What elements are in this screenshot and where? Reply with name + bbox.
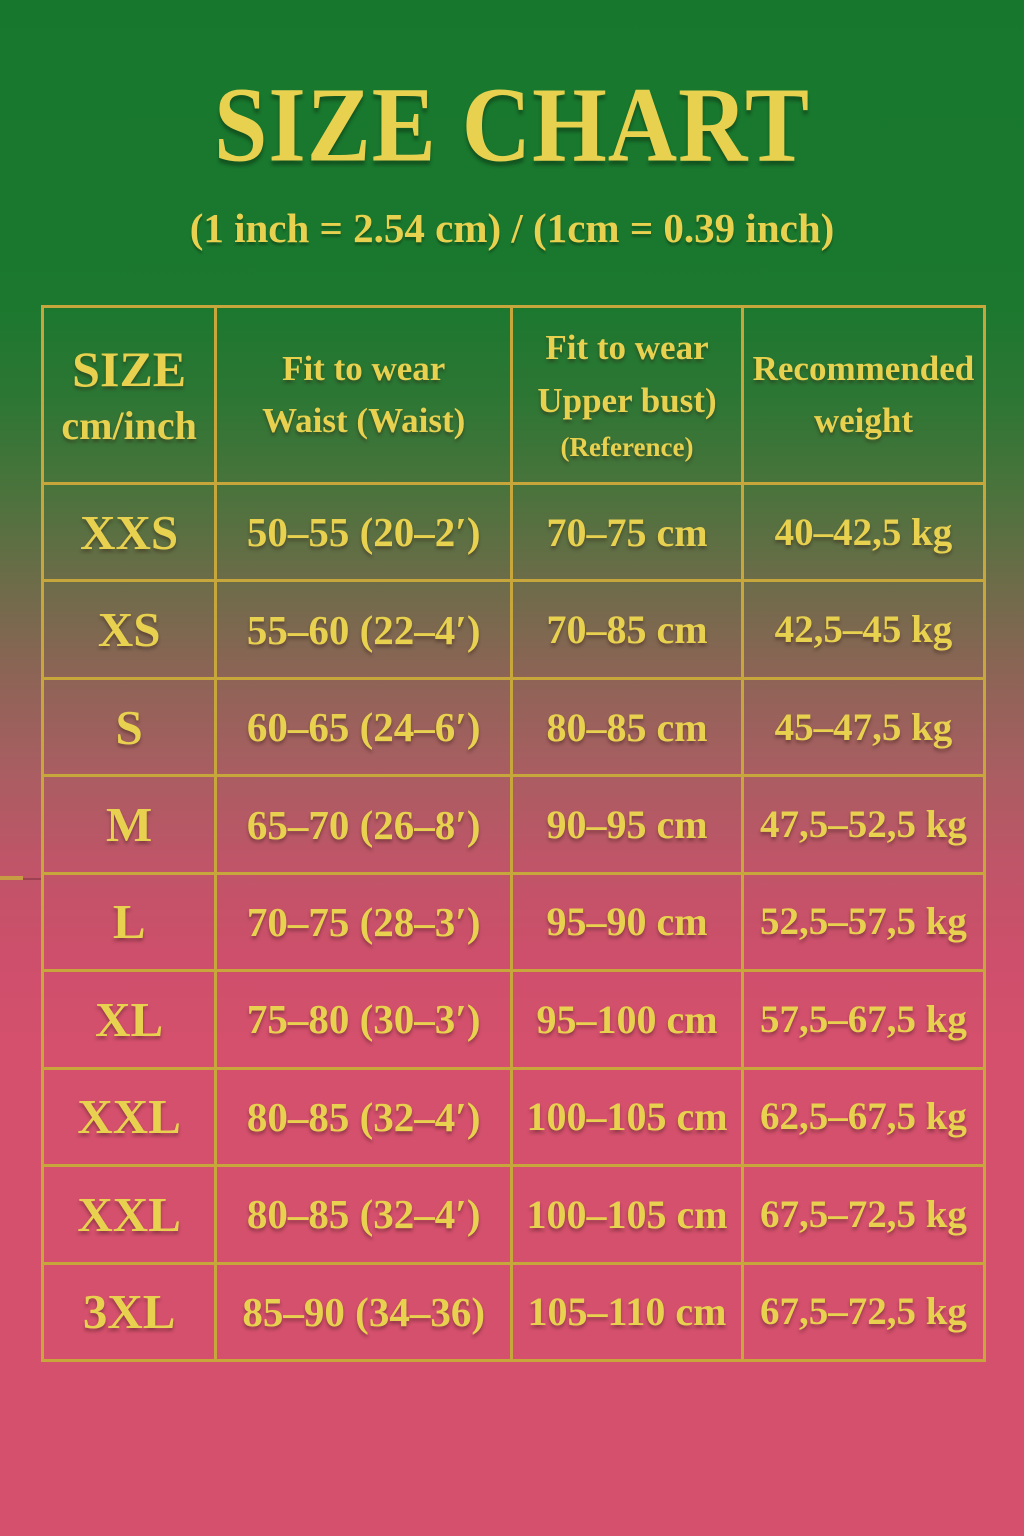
size-row-xxl-1: XXL 80–85 (32–4′) 100–105 cm 62,5–67,5 k… xyxy=(40,1066,987,1168)
header-bust-reference: (Reference) xyxy=(560,432,694,463)
weight-value: 57,5–67,5 kg xyxy=(740,969,987,1070)
waist-value: 75–80 (30–3′) xyxy=(214,969,514,1070)
weight-value: 52,5–57,5 kg xyxy=(740,871,987,973)
weight-value: 62,5–67,5 kg xyxy=(740,1066,987,1168)
weight-value: 42,5–45 kg xyxy=(740,579,987,680)
waist-value: 55–60 (22–4′) xyxy=(214,579,514,680)
waist-value: 80–85 (32–4′) xyxy=(214,1164,514,1265)
waist-value: 85–90 (34–36) xyxy=(214,1261,514,1362)
header-bust-line1: Fit to wear xyxy=(545,328,709,368)
header-size-label: SIZE xyxy=(72,340,187,397)
bust-value: 105–110 cm xyxy=(510,1261,744,1362)
size-label: XL xyxy=(40,969,218,1070)
weight-value: 67,5–72,5 kg xyxy=(740,1164,987,1265)
size-label: XXL xyxy=(40,1066,218,1168)
size-label: XXL xyxy=(40,1164,218,1265)
bust-value: 95–90 cm xyxy=(510,871,744,973)
size-label: XXS xyxy=(40,481,218,583)
bust-value: 90–95 cm xyxy=(510,774,744,875)
header-row: SIZE cm/inch Fit to wear Waist (Waist) F… xyxy=(40,305,987,485)
size-label: S xyxy=(40,676,218,778)
size-row-l: L 70–75 (28–3′) 95–90 cm 52,5–57,5 kg xyxy=(40,871,987,973)
size-row-m: M 65–70 (26–8′) 90–95 cm 47,5–52,5 kg xyxy=(40,774,987,875)
size-row-xs: XS 55–60 (22–4′) 70–85 cm 42,5–45 kg xyxy=(40,579,987,680)
conversion-note: (1 inch = 2.54 cm) / (1cm = 0.39 inch) xyxy=(189,205,835,251)
header-waist-line2: Waist (Waist) xyxy=(262,401,466,440)
seam-line xyxy=(0,876,23,880)
header-weight-line1: Recommended xyxy=(752,348,975,388)
size-label: XS xyxy=(40,579,218,680)
waist-value: 65–70 (26–8′) xyxy=(214,774,514,875)
waist-value: 80–85 (32–4′) xyxy=(214,1066,514,1168)
bust-value: 95–100 cm xyxy=(510,969,744,1070)
size-row-xl: XL 75–80 (30–3′) 95–100 cm 57,5–67,5 kg xyxy=(40,969,987,1070)
header-waist-line1: Fit to wear xyxy=(282,348,446,388)
header-weight-column: Recommended weight xyxy=(740,305,987,485)
weight-value: 47,5–52,5 kg xyxy=(740,774,987,875)
header-size-column: SIZE cm/inch xyxy=(40,305,218,485)
weight-value: 45–47,5 kg xyxy=(740,676,987,778)
page-title: SIZE CHART xyxy=(213,64,811,185)
header-bust-line2: Upper bust) xyxy=(537,380,717,420)
weight-value: 67,5–72,5 kg xyxy=(740,1261,987,1362)
size-label: 3XL xyxy=(40,1261,218,1362)
size-table: SIZE cm/inch Fit to wear Waist (Waist) F… xyxy=(40,305,987,1362)
header-size-unit: cm/inch xyxy=(61,403,197,449)
size-row-xxs: XXS 50–55 (20–2′) 70–75 cm 40–42,5 kg xyxy=(40,481,987,583)
waist-value: 70–75 (28–3′) xyxy=(214,871,514,973)
size-label: L xyxy=(40,871,218,973)
bust-value: 70–75 cm xyxy=(510,481,744,583)
bust-value: 100–105 cm xyxy=(510,1066,744,1168)
header-waist-column: Fit to wear Waist (Waist) xyxy=(214,305,514,485)
weight-value: 40–42,5 kg xyxy=(740,481,987,583)
bust-value: 80–85 cm xyxy=(510,676,744,778)
size-row-s: S 60–65 (24–6′) 80–85 cm 45–47,5 kg xyxy=(40,676,987,778)
bust-value: 70–85 cm xyxy=(510,579,744,680)
waist-value: 50–55 (20–2′) xyxy=(214,481,514,583)
header-weight-line2: weight xyxy=(813,401,914,440)
seam-line-faint xyxy=(23,878,41,880)
size-label: M xyxy=(40,774,218,875)
bust-value: 100–105 cm xyxy=(510,1164,744,1265)
size-row-3xl: 3XL 85–90 (34–36) 105–110 cm 67,5–72,5 k… xyxy=(40,1261,987,1362)
size-row-xxl-2: XXL 80–85 (32–4′) 100–105 cm 67,5–72,5 k… xyxy=(40,1164,987,1265)
header-bust-column: Fit to wear Upper bust) (Reference) xyxy=(510,305,744,485)
waist-value: 60–65 (24–6′) xyxy=(214,676,514,778)
